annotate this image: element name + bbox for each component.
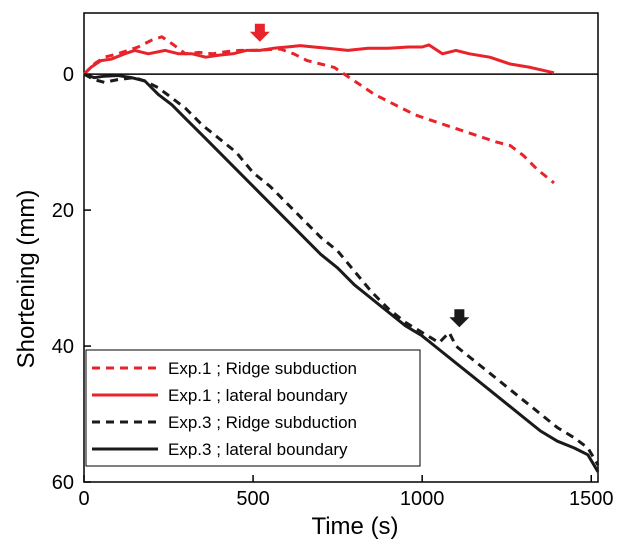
y-tick-label: 0 xyxy=(63,64,74,86)
y-tick-label: 60 xyxy=(52,472,74,494)
x-tick-label: 0 xyxy=(78,488,89,510)
series-line-4 xyxy=(83,72,600,473)
x-axis-title: Time (s) xyxy=(311,513,398,540)
legend: Exp.1 ; Ridge subduction Exp.1 ; lateral … xyxy=(85,349,421,467)
legend-label: Exp.1 ; Ridge subduction xyxy=(168,359,357,378)
legend-label: Exp.1 ; lateral boundary xyxy=(168,386,348,405)
axis-labels: Time (s) Shortening (mm) xyxy=(13,190,399,540)
annotations xyxy=(249,23,470,328)
y-tick-label: 20 xyxy=(52,200,74,222)
arrow-down-icon xyxy=(449,309,470,328)
y-axis-title: Shortening (mm) xyxy=(13,190,40,369)
x-tick-label: 1000 xyxy=(400,488,445,510)
arrow-down-icon xyxy=(249,23,270,42)
series-line-3 xyxy=(83,72,600,466)
series-lines xyxy=(82,35,600,473)
y-tick-label: 40 xyxy=(52,336,74,358)
x-tick-label: 500 xyxy=(236,488,269,510)
axes: 0 500 1000 1500 0 20 40 60 xyxy=(52,12,614,510)
legend-label: Exp.3 ; lateral boundary xyxy=(168,440,348,459)
series-line-1 xyxy=(82,35,555,185)
series-line-2 xyxy=(82,43,555,76)
x-tick-label: 1500 xyxy=(569,488,614,510)
legend-label: Exp.3 ; Ridge subduction xyxy=(168,413,357,432)
plot-frame xyxy=(83,12,599,483)
